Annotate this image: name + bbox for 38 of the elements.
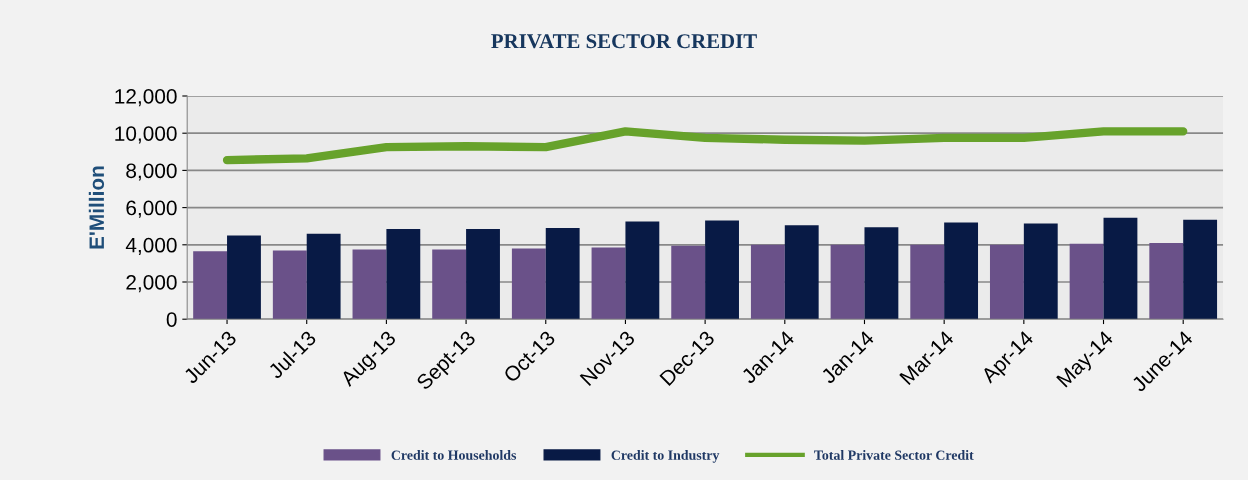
y-tick-label: 0 [166, 312, 177, 327]
legend-label: Credit to Households [391, 450, 517, 460]
bar [432, 249, 467, 320]
y-tick-label: 12,000 [115, 89, 177, 107]
bar [671, 245, 706, 320]
y-tick-label: 2,000 [126, 275, 177, 293]
bar [1183, 219, 1218, 320]
bar [272, 250, 307, 320]
bar [1069, 243, 1104, 320]
bar [352, 249, 387, 320]
bar [944, 222, 979, 320]
bar [864, 227, 899, 320]
bar [1023, 223, 1058, 320]
bar [1103, 217, 1138, 320]
bar [830, 244, 865, 320]
bar [466, 228, 500, 320]
bar [625, 221, 660, 320]
bar [750, 244, 785, 320]
bar [591, 247, 626, 320]
bar [784, 225, 819, 320]
y-tick-label: 8,000 [126, 163, 177, 181]
y-tick-label: 4,000 [125, 237, 177, 256]
y-tick-label: 10,000 [115, 126, 177, 144]
bar [545, 228, 580, 320]
legend-label: Total Private Sector Credit [814, 450, 974, 460]
bar [386, 228, 421, 320]
bar [306, 233, 341, 320]
legend-label: Credit to Industry [611, 450, 720, 463]
chart-title: PRIVATE SECTOR CREDIT [491, 34, 757, 49]
bar [989, 244, 1024, 320]
bar [511, 248, 546, 320]
bar [227, 235, 261, 320]
bar [1149, 242, 1184, 320]
bar [910, 244, 945, 320]
bar [193, 251, 228, 320]
bar [705, 220, 739, 320]
y-tick-label: 6,000 [126, 200, 177, 218]
y-axis-title: E'Million [88, 166, 105, 249]
